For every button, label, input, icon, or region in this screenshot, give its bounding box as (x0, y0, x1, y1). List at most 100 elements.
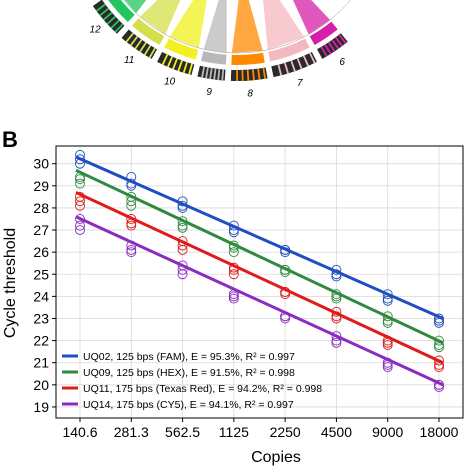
data-point (434, 315, 444, 326)
data-point (434, 382, 444, 392)
ideogram-stripe (177, 60, 183, 72)
data-point (228, 227, 239, 238)
data-point (434, 317, 444, 328)
ideogram-stripe (161, 54, 169, 65)
ideogram-stripe (262, 67, 267, 79)
ideogram-stripe (143, 45, 152, 56)
circos-plot: 12 11 10 9 8 7 6 (90, 0, 351, 100)
data-point (75, 172, 85, 182)
ideogram-stripe (148, 47, 156, 59)
chromosome-band (132, 18, 165, 45)
ideogram-stripe (130, 36, 139, 46)
data-point (177, 200, 188, 211)
y-tick-label: 24 (33, 288, 49, 304)
data-point (75, 200, 85, 211)
data-point (382, 317, 393, 328)
data-point (177, 196, 188, 207)
data-point (126, 196, 137, 207)
data-point (382, 337, 393, 348)
legend-entry: UQ11, 175 bps (Texas Red), E = 94.2%, R²… (83, 383, 322, 395)
data-point (177, 240, 188, 251)
chromosome-band (108, 0, 135, 23)
ideogram-stripe (172, 58, 178, 70)
ideogram-stripe (284, 62, 289, 74)
data-point (434, 355, 444, 366)
data-point (331, 306, 342, 317)
y-tick-label: 22 (33, 333, 49, 349)
data-points (75, 149, 444, 392)
data-point (331, 289, 342, 300)
chromosome-band (201, 51, 227, 65)
data-point (331, 293, 342, 304)
data-point (382, 293, 393, 304)
x-tick-label: 4500 (321, 424, 352, 440)
ideogram-stripe (99, 7, 110, 17)
ideogram-stripe (277, 64, 283, 76)
ideogram-stripe (209, 67, 213, 80)
ideogram-stripe (188, 63, 193, 75)
data-point (75, 220, 85, 231)
density-track (124, 0, 147, 14)
data-point (228, 225, 239, 235)
data-point (382, 315, 393, 326)
ideogram-stripe (102, 11, 113, 21)
x-tick-label: 281.3 (114, 424, 149, 440)
ideogram-stripe (236, 69, 239, 81)
data-point (434, 379, 444, 390)
ideogram-stripe (114, 23, 124, 33)
y-axis: 19 20 21 22 23 24 25 26 27 28 29 30 (33, 156, 56, 415)
data-point (75, 158, 85, 169)
data-point (75, 154, 85, 165)
data-point (280, 289, 291, 300)
ideogram-stripe (302, 55, 310, 67)
ideogram-stripe (257, 68, 261, 80)
chromosome-band (164, 38, 199, 60)
density-track (139, 0, 181, 35)
data-point (331, 335, 342, 346)
data-point (434, 359, 444, 370)
data-point (434, 313, 444, 324)
data-point (382, 357, 393, 368)
data-point (331, 269, 342, 280)
data-point (382, 289, 393, 300)
data-point (382, 295, 393, 306)
x-axis: 140.6 281.3 562.5 1125 2250 4500 9000 18000 (62, 418, 459, 440)
ideogram-stripe (338, 34, 347, 44)
data-point (382, 362, 393, 373)
legend-entry: UQ02, 125 bps (FAM), E = 95.3%, R² = 0.9… (83, 351, 295, 363)
ideogram-stripe (331, 39, 340, 50)
ideogram-stripe (110, 19, 120, 29)
data-point (382, 311, 393, 322)
data-point (228, 264, 239, 275)
density-track (263, 0, 305, 50)
ideogram-stripe (95, 3, 106, 12)
ideogram-stripe (205, 67, 209, 79)
data-point (382, 359, 393, 370)
chromosome-band (231, 52, 265, 65)
ideogram-stripe (296, 58, 303, 70)
ideogram-stripe (290, 60, 296, 72)
density-track (293, 0, 331, 35)
data-point (75, 178, 85, 189)
ideogram-stripe (334, 36, 343, 47)
x-tick-label: 2250 (270, 424, 301, 440)
data-point (280, 287, 291, 297)
ideogram-stripe (201, 66, 206, 78)
data-point (331, 337, 342, 348)
data-point (177, 216, 188, 227)
fit-line (75, 155, 444, 320)
x-tick-label: 18000 (420, 424, 459, 440)
data-point (228, 240, 239, 251)
inner-ring (123, 0, 351, 54)
x-tick-label: 9000 (372, 424, 403, 440)
data-point (126, 244, 137, 255)
chromosome-label: 7 (297, 78, 303, 89)
legend-entry: UQ09, 125 bps (HEX), E = 91.5%, R² = 0.9… (83, 367, 295, 379)
data-point (126, 180, 137, 191)
legend-entry: UQ14, 175 bps (CY5), E = 94.1%, R² = 0.9… (83, 399, 294, 411)
data-point (331, 291, 342, 302)
data-point (228, 269, 239, 280)
data-point (126, 218, 137, 229)
data-point (280, 247, 291, 258)
ideogram-stripe (246, 69, 250, 81)
